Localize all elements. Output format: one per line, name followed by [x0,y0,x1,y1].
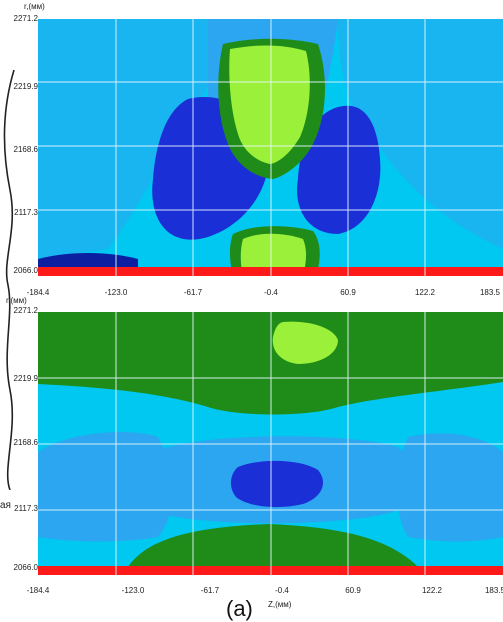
blob-dark-blue-center [230,460,323,508]
plot-area-bottom [38,312,503,575]
contour-map-top [38,19,503,276]
grid-lines [38,19,503,276]
x-tick-label: -184.4 [26,586,50,595]
y-tick-label: 2066.0 [13,563,38,572]
x-tick-label: -123.0 [121,586,145,595]
region-mid-blue-right [338,19,503,249]
y-tick-label: 2219.9 [13,82,38,91]
region-green-lower [128,524,418,567]
x-tick-label: 122.2 [421,586,443,595]
blob-light-green-top [272,321,338,364]
x-tick-label: 60.9 [345,586,361,595]
x-tick-label: -123.0 [104,288,128,297]
x-tick-label: 60.9 [340,288,356,297]
x-tick-label: -61.7 [200,586,220,595]
region-mid-blue-right [396,433,503,542]
y-tick-label: 2117.3 [14,504,38,513]
x-axis-label: Z,(мм) [268,600,292,609]
contour-map-bottom [38,312,503,575]
y-axis-label-bottom: r,(мм) [6,296,27,305]
figure-label: (а) [226,596,253,621]
x-tick-label: -61.7 [183,288,203,297]
x-tick-label: -184.4 [26,288,50,297]
y-tick-label: 2271.2 [13,306,38,315]
side-text-fragment: ая [0,500,11,511]
y-tick-label: 2117.3 [14,208,38,217]
x-tick-label: -0.4 [264,288,278,297]
region-mid-blue-left [38,432,173,542]
y-tick-label: 2168.6 [13,438,38,447]
x-tick-label: 122.2 [414,288,436,297]
y-axis-label-top: r,(мм) [24,2,45,11]
grid-lines [38,312,503,575]
y-tick-label: 2271.2 [13,14,38,23]
left-brace-decoration [3,70,15,490]
x-tick-label: 183.5 [484,586,503,595]
blob-light-green-lower [240,233,307,276]
y-tick-label: 2219.9 [13,374,38,383]
region-mid-blue-left [38,19,219,259]
x-tick-label: 183.5 [479,288,501,297]
y-tick-label: 2066.0 [13,266,38,275]
blob-dark-blue-right [297,105,381,234]
plot-area-top [38,19,503,276]
y-tick-label: 2168.6 [13,145,38,154]
x-tick-label: -0.4 [275,586,289,595]
blob-light-green-upper [229,45,310,164]
